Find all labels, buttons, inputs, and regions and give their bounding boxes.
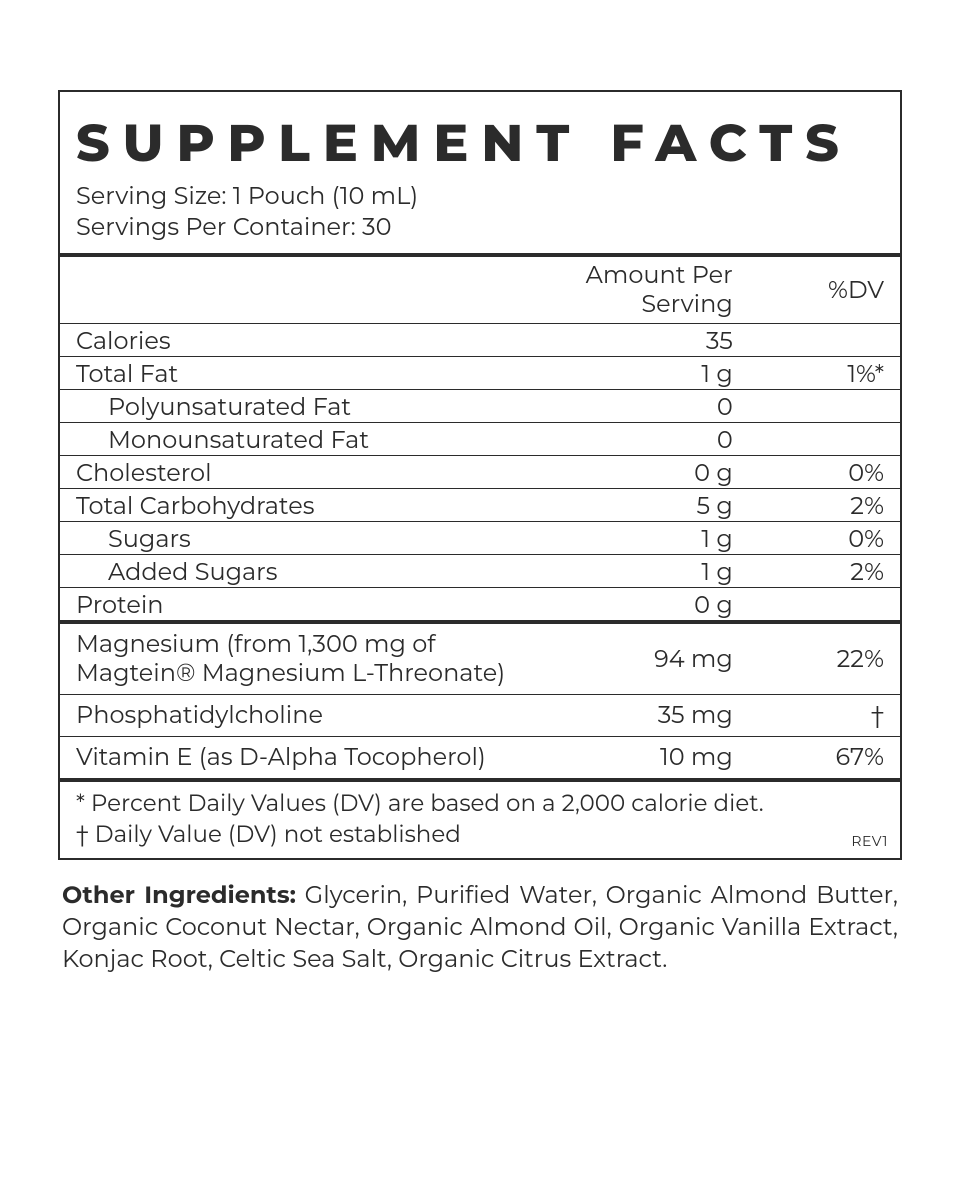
serving-info: Serving Size: 1 Pouch (10 mL) Servings P…: [60, 181, 900, 253]
row-dv: [749, 423, 900, 455]
footnote-dv: * Percent Daily Values (DV) are based on…: [76, 788, 884, 819]
table-row: Protein0 g: [60, 588, 900, 620]
row-amount: 1 g: [547, 357, 749, 389]
serving-size: Serving Size: 1 Pouch (10 mL): [76, 181, 884, 212]
table-row: Phosphatidylcholine35 mg†: [60, 695, 900, 736]
nutrition-rows: Calories35Total Fat1 g1%*Polyunsaturated…: [60, 324, 900, 620]
row-dv: [749, 588, 900, 620]
row-label: Vitamin E (as D-Alpha Tocopherol): [60, 737, 547, 778]
row-amount: 35: [547, 324, 749, 356]
row-dv: 0%: [749, 522, 900, 554]
row-dv: 2%: [749, 489, 900, 521]
row-amount: 0 g: [547, 588, 749, 620]
row-dv: 67%: [749, 737, 900, 778]
row-dv: †: [749, 695, 900, 736]
row-label: Total Carbohydrates: [60, 489, 547, 521]
row-label: Calories: [60, 324, 547, 356]
row-label: Added Sugars: [60, 555, 547, 587]
row-dv: 0%: [749, 456, 900, 488]
row-amount: 5 g: [547, 489, 749, 521]
header-amount: Amount Per Serving: [547, 257, 749, 323]
other-ingredients-label: Other Ingredients:: [62, 881, 296, 910]
row-label: Cholesterol: [60, 456, 547, 488]
panel-title: SUPPLEMENT FACTS: [60, 92, 900, 181]
row-amount: 0: [547, 423, 749, 455]
row-amount: 1 g: [547, 522, 749, 554]
table-row: Polyunsaturated Fat0: [60, 390, 900, 422]
table-row: Added Sugars1 g2%: [60, 555, 900, 587]
row-label: Magnesium (from 1,300 mg of Magtein® Mag…: [60, 624, 547, 694]
row-dv: [749, 390, 900, 422]
row-dv: 22%: [749, 624, 900, 694]
header-row: Amount Per Serving %DV: [60, 257, 900, 323]
table-row: Cholesterol0 g0%: [60, 456, 900, 488]
row-amount: 0: [547, 390, 749, 422]
servings-per-container: Servings Per Container: 30: [76, 212, 884, 243]
table-row: Total Fat1 g1%*: [60, 357, 900, 389]
row-amount: 10 mg: [547, 737, 749, 778]
row-dv: [749, 324, 900, 356]
row-dv: 1%*: [749, 357, 900, 389]
footnotes: * Percent Daily Values (DV) are based on…: [60, 782, 900, 858]
row-label: Sugars: [60, 522, 547, 554]
nutrition-table: Amount Per Serving %DV: [60, 257, 900, 323]
footnote-dagger: † Daily Value (DV) not established: [76, 819, 884, 850]
row-label: Monounsaturated Fat: [60, 423, 547, 455]
revision-code: REV1: [851, 832, 888, 851]
supplement-rows: Magnesium (from 1,300 mg of Magtein® Mag…: [60, 624, 900, 778]
row-label: Total Fat: [60, 357, 547, 389]
row-amount: 1 g: [547, 555, 749, 587]
row-amount: 35 mg: [547, 695, 749, 736]
row-dv: 2%: [749, 555, 900, 587]
row-label: Polyunsaturated Fat: [60, 390, 547, 422]
header-dv: %DV: [749, 257, 900, 323]
table-row: Total Carbohydrates5 g2%: [60, 489, 900, 521]
supplement-facts-panel: SUPPLEMENT FACTS Serving Size: 1 Pouch (…: [58, 90, 902, 860]
row-amount: 94 mg: [547, 624, 749, 694]
row-label: Phosphatidylcholine: [60, 695, 547, 736]
row-amount: 0 g: [547, 456, 749, 488]
table-row: Sugars1 g0%: [60, 522, 900, 554]
table-row: Monounsaturated Fat0: [60, 423, 900, 455]
header-blank: [60, 257, 547, 323]
table-row: Calories35: [60, 324, 900, 356]
table-row: Vitamin E (as D-Alpha Tocopherol)10 mg67…: [60, 737, 900, 778]
table-row: Magnesium (from 1,300 mg of Magtein® Mag…: [60, 624, 900, 694]
other-ingredients: Other Ingredients: Glycerin, Purified Wa…: [58, 860, 902, 975]
row-label: Protein: [60, 588, 547, 620]
